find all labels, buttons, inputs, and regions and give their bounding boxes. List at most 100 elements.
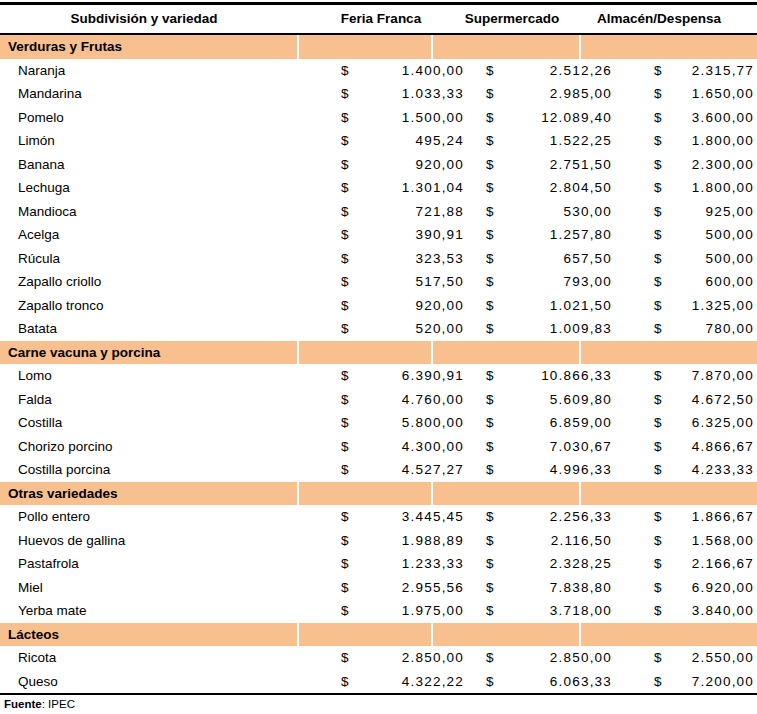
table-row: Limón$495,24$1.522,25$1.800,00 [0, 129, 757, 153]
price-supermercado: 12.089,40 [541, 106, 612, 130]
price-almacen-despensa: 780,00 [706, 317, 755, 341]
currency-symbol-supermercado: $ [486, 176, 494, 200]
table-row: Costilla porcina$4.527,27$4.996,33$4.233… [0, 458, 757, 482]
product-name: Falda [18, 388, 52, 412]
table-row: Huevos de gallina$1.988,89$2.116,50$1.56… [0, 529, 757, 553]
price-supermercado: 7.838,80 [550, 576, 612, 600]
table-row: Mandarina$1.033,33$2.985,00$1.650,00 [0, 82, 757, 106]
currency-symbol-feria-franca: $ [341, 529, 349, 553]
price-almacen-despensa: 6.920,00 [692, 576, 754, 600]
source-label: Fuente [4, 698, 42, 710]
currency-symbol-feria-franca: $ [341, 646, 349, 670]
price-supermercado: 2.985,00 [550, 82, 612, 106]
currency-symbol-almacen-despensa: $ [654, 270, 662, 294]
currency-symbol-almacen-despensa: $ [654, 59, 662, 83]
table-row: Banana$920,00$2.751,50$2.300,00 [0, 153, 757, 177]
price-supermercado: 2.751,50 [550, 153, 612, 177]
price-feria-franca: 495,24 [416, 129, 465, 153]
currency-symbol-supermercado: $ [486, 82, 494, 106]
currency-symbol-feria-franca: $ [341, 82, 349, 106]
price-feria-franca: 1.988,89 [402, 529, 464, 553]
section-title: Carne vacuna y porcina [8, 341, 160, 365]
price-almacen-despensa: 2.300,00 [692, 153, 754, 177]
currency-symbol-feria-franca: $ [341, 294, 349, 318]
currency-symbol-supermercado: $ [486, 247, 494, 271]
currency-symbol-feria-franca: $ [341, 153, 349, 177]
currency-symbol-almacen-despensa: $ [654, 200, 662, 224]
column-header-almacen-despensa: Almacén/Despensa [597, 5, 721, 33]
currency-symbol-almacen-despensa: $ [654, 505, 662, 529]
table-row: Pollo entero$3.445,45$2.256,33$1.866,67 [0, 505, 757, 529]
currency-symbol-almacen-despensa: $ [654, 364, 662, 388]
price-supermercado: 2.804,50 [550, 176, 612, 200]
table-row: Zapallo criollo$517,50$793,00$600,00 [0, 270, 757, 294]
price-feria-franca: 520,00 [416, 317, 465, 341]
currency-symbol-almacen-despensa: $ [654, 317, 662, 341]
section-title: Verduras y Frutas [8, 35, 122, 59]
price-feria-franca: 4.527,27 [402, 458, 464, 482]
currency-symbol-feria-franca: $ [341, 364, 349, 388]
currency-symbol-almacen-despensa: $ [654, 646, 662, 670]
currency-symbol-supermercado: $ [486, 505, 494, 529]
price-feria-franca: 2.955,56 [402, 576, 464, 600]
currency-symbol-supermercado: $ [486, 223, 494, 247]
price-supermercado: 2.256,33 [550, 505, 612, 529]
product-name: Lechuga [18, 176, 70, 200]
price-almacen-despensa: 7.870,00 [692, 364, 754, 388]
source-note: Fuente: IPEC [4, 696, 75, 712]
table-row: Acelga$390,91$1.257,80$500,00 [0, 223, 757, 247]
price-almacen-despensa: 1.800,00 [692, 129, 754, 153]
section-title: Otras variedades [8, 482, 118, 506]
currency-symbol-feria-franca: $ [341, 223, 349, 247]
price-feria-franca: 390,91 [416, 223, 465, 247]
currency-symbol-almacen-despensa: $ [654, 388, 662, 412]
price-feria-franca: 323,53 [416, 247, 465, 271]
table-row: Yerba mate$1.975,00$3.718,00$3.840,00 [0, 599, 757, 623]
currency-symbol-almacen-despensa: $ [654, 529, 662, 553]
currency-symbol-feria-franca: $ [341, 458, 349, 482]
price-almacen-despensa: 4.866,67 [692, 435, 754, 459]
currency-symbol-supermercado: $ [486, 59, 494, 83]
table-row: Costilla$5.800,00$6.859,00$6.325,00 [0, 411, 757, 435]
price-supermercado: 657,50 [564, 247, 613, 271]
currency-symbol-feria-franca: $ [341, 435, 349, 459]
table-row: Lechuga$1.301,04$2.804,50$1.800,00 [0, 176, 757, 200]
price-feria-franca: 721,88 [416, 200, 465, 224]
price-supermercado: 2.512,26 [550, 59, 612, 83]
price-supermercado: 6.063,33 [550, 670, 612, 694]
section-header-row: Verduras y Frutas [0, 35, 757, 59]
price-feria-franca: 920,00 [416, 153, 465, 177]
price-almacen-despensa: 1.800,00 [692, 176, 754, 200]
price-almacen-despensa: 4.672,50 [692, 388, 754, 412]
table-row: Chorizo porcino$4.300,00$7.030,67$4.866,… [0, 435, 757, 459]
product-name: Chorizo porcino [18, 435, 113, 459]
price-supermercado: 530,00 [564, 200, 613, 224]
currency-symbol-supermercado: $ [486, 106, 494, 130]
price-almacen-despensa: 6.325,00 [692, 411, 754, 435]
table-row: Batata$520,00$1.009,83$780,00 [0, 317, 757, 341]
price-feria-franca: 1.301,04 [402, 176, 464, 200]
column-header-subdivision: Subdivisión y variedad [70, 5, 217, 33]
currency-symbol-supermercado: $ [486, 317, 494, 341]
section-header-row: Lácteos [0, 623, 757, 647]
currency-symbol-almacen-despensa: $ [654, 552, 662, 576]
price-feria-franca: 1.500,00 [402, 106, 464, 130]
product-name: Mandioca [18, 200, 77, 224]
table-row: Queso$4.322,22$6.063,33$7.200,00 [0, 670, 757, 694]
product-name: Ricota [18, 646, 56, 670]
price-supermercado: 793,00 [564, 270, 613, 294]
price-comparison-table-page: Subdivisión y variedad Feria Franca Supe… [0, 0, 757, 714]
currency-symbol-supermercado: $ [486, 129, 494, 153]
product-name: Rúcula [18, 247, 60, 271]
price-feria-franca: 4.760,00 [402, 388, 464, 412]
column-header-supermercado: Supermercado [465, 5, 560, 33]
price-feria-franca: 517,50 [416, 270, 465, 294]
price-almacen-despensa: 925,00 [706, 200, 755, 224]
price-feria-franca: 3.445,45 [402, 505, 464, 529]
currency-symbol-feria-franca: $ [341, 599, 349, 623]
currency-symbol-supermercado: $ [486, 599, 494, 623]
table-header-row: Subdivisión y variedad Feria Franca Supe… [0, 5, 757, 33]
price-almacen-despensa: 2.315,77 [692, 59, 754, 83]
currency-symbol-supermercado: $ [486, 388, 494, 412]
price-almacen-despensa: 500,00 [706, 247, 755, 271]
